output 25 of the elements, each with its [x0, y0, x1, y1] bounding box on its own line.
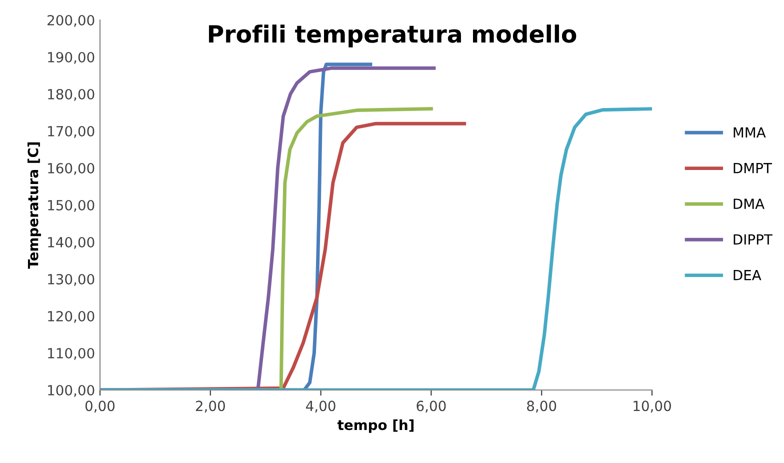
y-tick-label: 120,00	[48, 310, 94, 323]
y-axis-title: Temperatura [C]	[28, 142, 41, 269]
legend-label: MMA	[734, 127, 766, 138]
y-tick-label: 200,00	[48, 14, 94, 27]
y-tick-label: 180,00	[48, 88, 94, 101]
legend-label: DMA	[734, 198, 764, 209]
x-tick-label: 0,00	[85, 400, 115, 413]
x-tick-label: 8,00	[527, 400, 556, 413]
y-tick-label: 160,00	[48, 162, 94, 175]
legend-label: DMPT	[734, 163, 772, 174]
y-tick-label: 130,00	[48, 274, 94, 286]
chart-title: Profili temperatura modello	[208, 24, 576, 48]
y-tick-label: 110,00	[48, 348, 94, 360]
x-tick-label: 6,00	[416, 400, 446, 413]
x-axis-title: tempo [h]	[337, 419, 414, 433]
x-tick-label: 2,00	[196, 400, 225, 413]
y-tick-label: 150,00	[48, 200, 94, 212]
legend-label: DEA	[734, 270, 762, 280]
y-tick-label: 170,00	[48, 126, 94, 138]
y-tick-label: 140,00	[48, 236, 94, 249]
x-tick-label: 4,00	[306, 400, 336, 413]
y-tick-label: 100,00	[48, 384, 94, 397]
y-tick-label: 190,00	[48, 52, 94, 64]
x-tick-label: 10,00	[634, 400, 671, 413]
legend-label: DIPPT	[734, 234, 772, 244]
